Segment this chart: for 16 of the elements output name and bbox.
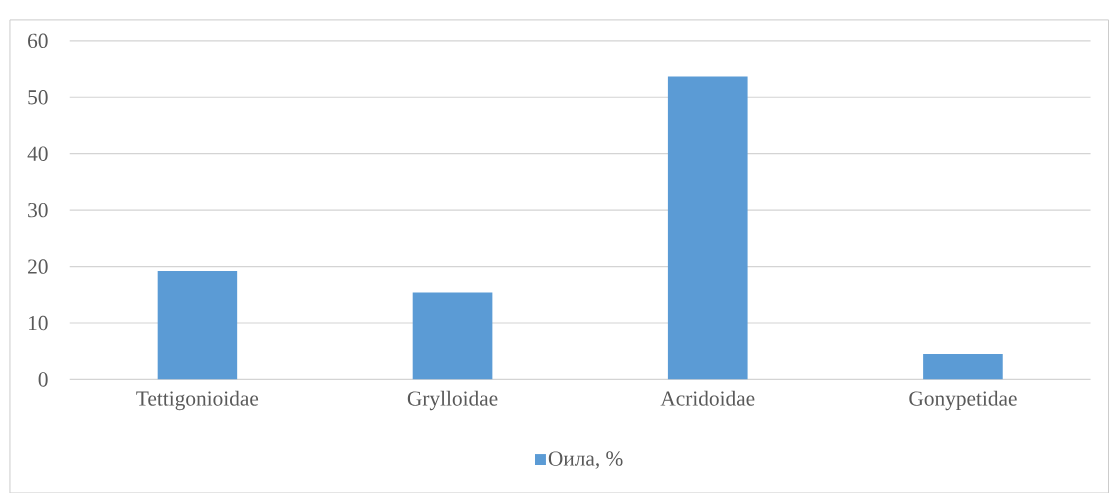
y-tick-label: 20 bbox=[28, 259, 48, 274]
y-tick-label: 50 bbox=[28, 89, 48, 105]
bar bbox=[923, 353, 1003, 380]
y-tick-label: 40 bbox=[27, 146, 48, 161]
x-tick-label: Grylloidae bbox=[407, 390, 498, 410]
bar bbox=[157, 270, 238, 380]
y-tick-label: 30 bbox=[28, 202, 48, 218]
x-tick-label: Tettigonioidae bbox=[136, 390, 259, 410]
y-tick-label: 60 bbox=[28, 33, 48, 48]
legend-label: Оила, % bbox=[548, 451, 623, 469]
x-tick-label: Acridoidae bbox=[660, 390, 755, 406]
x-tick-label: Gonypetidae bbox=[909, 390, 1017, 410]
bar bbox=[412, 292, 493, 380]
y-tick-label: 10 bbox=[29, 315, 48, 330]
y-tick-label: 0 bbox=[38, 372, 48, 387]
bar bbox=[667, 76, 748, 380]
